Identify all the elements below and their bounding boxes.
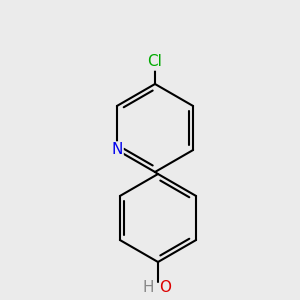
Text: N: N	[111, 142, 123, 158]
Text: O: O	[159, 280, 171, 295]
Text: H: H	[142, 280, 154, 295]
Text: Cl: Cl	[148, 55, 162, 70]
